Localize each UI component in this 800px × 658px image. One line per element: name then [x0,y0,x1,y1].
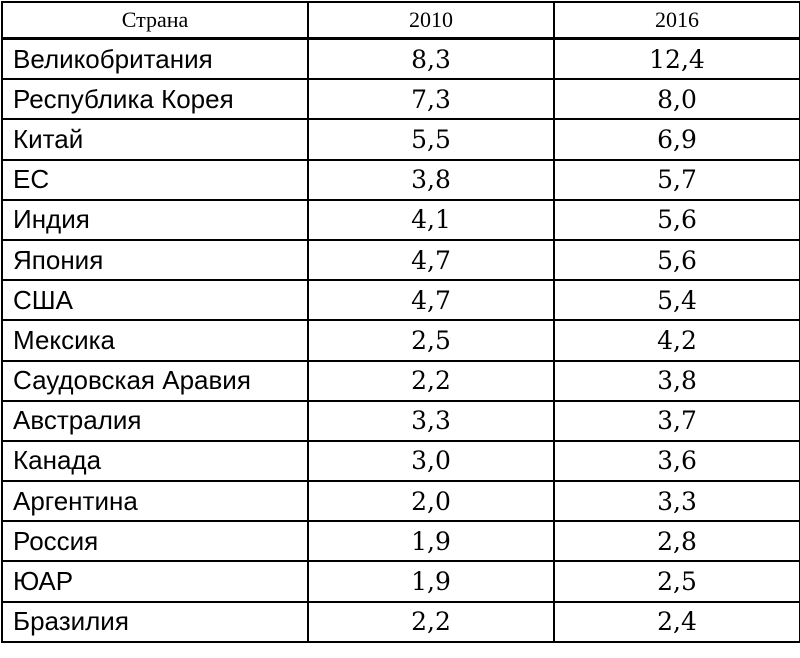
value-cell: 8,0 [553,78,800,121]
value-cell: 5,7 [553,158,800,201]
value-cell: 3,8 [307,158,555,201]
table-row: Республика Корея 7,3 8,0 [1,78,800,121]
header-cell: Страна [1,1,309,40]
value-cell: 3,3 [553,480,800,523]
table-row: Саудовская Аравия 2,2 3,8 [1,359,800,402]
value-cell: 4,7 [307,238,555,282]
value-cell: 2,5 [553,560,800,603]
country-cell: США [1,279,309,322]
country-cell: ЮАР [1,560,309,603]
value-cell: 2,0 [307,480,555,523]
table-row: Бразилия 2,2 2,4 [1,600,800,643]
value-cell: 2,5 [307,319,555,362]
country-cell: Китай [1,118,309,161]
table-row: ЮАР 1,9 2,5 [1,560,800,603]
value-cell: 5,5 [307,118,555,161]
table-row: Индия 4,1 5,6 [1,198,800,241]
table-row: Аргентина 2,0 3,3 [1,480,800,523]
value-cell: 5,6 [553,198,800,241]
table-row: Великобритания 8,3 12,4 [1,37,800,81]
value-cell: 2,2 [307,359,555,402]
table-row: Китай 5,5 6,9 [1,118,800,161]
table-row: Япония 4,7 5,6 [1,238,800,282]
value-cell: 5,4 [553,279,800,322]
country-cell: Бразилия [1,600,309,643]
table-body: Великобритания 8,3 12,4 Республика Корея 7,3… [1,37,800,643]
country-cell: Австралия [1,399,309,442]
value-cell: 5,6 [553,238,800,282]
value-cell: 8,3 [307,37,555,81]
value-cell: 3,7 [553,399,800,442]
value-cell: 7,3 [307,78,555,121]
value-cell: 1,9 [307,560,555,603]
header-cell: 2016 [553,1,800,40]
value-cell: 3,0 [307,439,555,483]
country-cell: Индия [1,198,309,241]
country-cell: Аргентина [1,480,309,523]
value-cell: 3,8 [553,359,800,402]
table-row: Канада 3,0 3,6 [1,439,800,483]
table-row: Россия 1,9 2,8 [1,520,800,563]
country-cell: Республика Корея [1,78,309,121]
value-cell: 12,4 [553,37,800,81]
table-row: Австралия 3,3 3,7 [1,399,800,442]
country-cell: Великобритания [1,37,309,81]
value-cell: 3,6 [553,439,800,483]
value-cell: 2,2 [307,600,555,643]
country-cell: Саудовская Аравия [1,359,309,402]
value-cell: 3,3 [307,399,555,442]
country-cell: Мексика [1,319,309,362]
country-cell: ЕС [1,158,309,201]
value-cell: 6,9 [553,118,800,161]
table-row: Мексика 2,5 4,2 [1,319,800,362]
value-cell: 2,4 [553,600,800,643]
header-row: Страна 2010 2016 [1,1,800,40]
country-cell: Канада [1,439,309,483]
country-cell: Россия [1,520,309,563]
value-cell: 1,9 [307,520,555,563]
value-cell: 4,2 [553,319,800,362]
header-cell: 2010 [307,1,555,40]
value-cell: 4,7 [307,279,555,322]
table-row: ЕС 3,8 5,7 [1,158,800,201]
table-row: США 4,7 5,4 [1,279,800,322]
data-table: Страна 2010 2016 Великобритания 8,3 12,4 Респ… [1,1,800,643]
country-cell: Япония [1,238,309,282]
value-cell: 2,8 [553,520,800,563]
value-cell: 4,1 [307,198,555,241]
